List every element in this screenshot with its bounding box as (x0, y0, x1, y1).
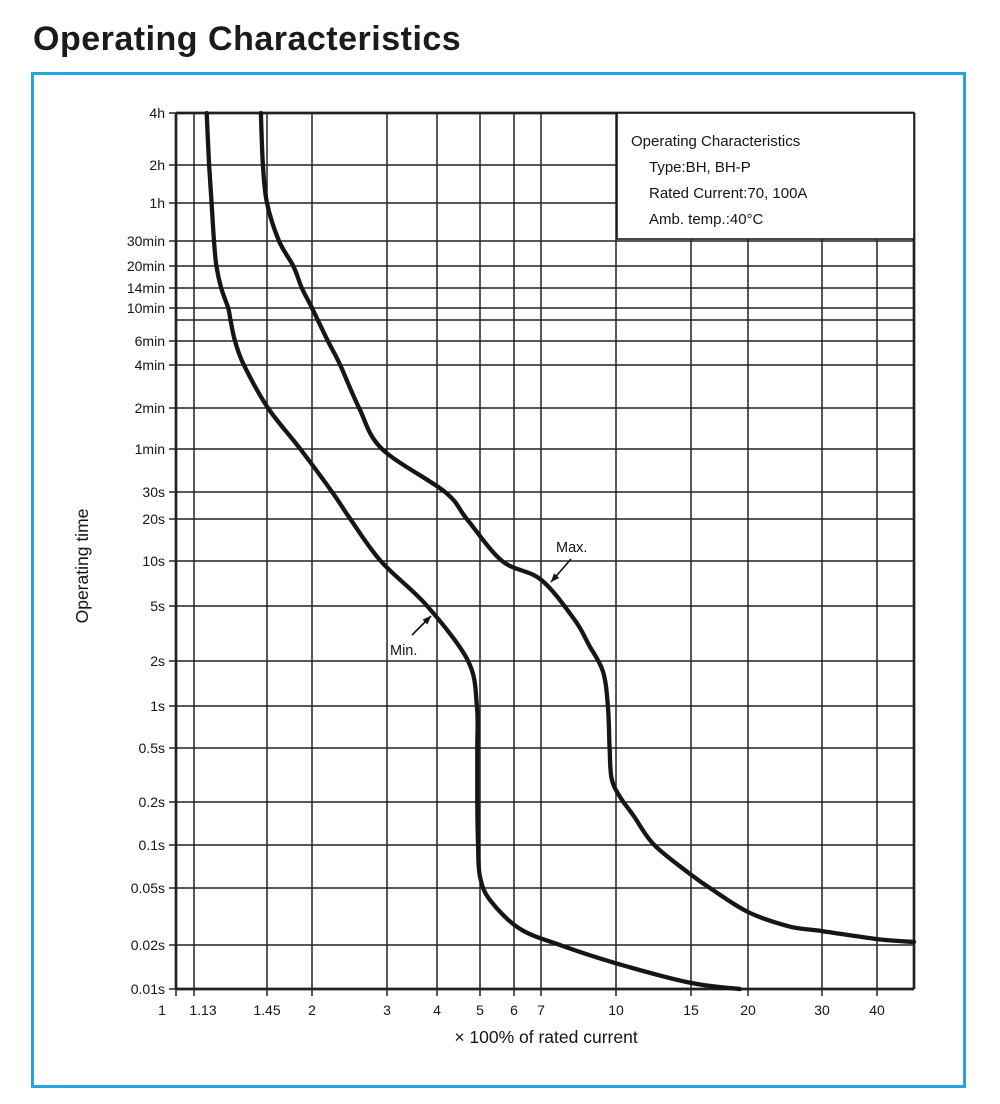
y-tick-label: 4h (149, 105, 165, 121)
y-tick-label: 2h (149, 157, 165, 173)
y-tick-label: 30min (127, 233, 165, 249)
y-tick-label: 30s (142, 484, 165, 500)
y-tick-label: 1min (135, 441, 165, 457)
y-axis-title: Operating time (72, 509, 92, 624)
y-tick-label: 14min (127, 280, 165, 296)
x-tick-label: 3 (383, 1002, 391, 1018)
page-title: Operating Characteristics (33, 20, 462, 58)
legend-line-type: Type:BH, BH-P (649, 159, 751, 176)
legend-box (616, 112, 915, 240)
y-tick-label: 1h (149, 195, 165, 211)
x-tick-label: 15 (683, 1002, 699, 1018)
max-arrow (550, 558, 572, 583)
y-tick-label: 0.02s (131, 937, 165, 953)
x-tick-label: 30 (814, 1002, 830, 1018)
x-axis-title: × 100% of rated current (454, 1027, 638, 1047)
y-tick-label: 10min (127, 300, 165, 316)
y-tick-label: 0.1s (139, 837, 165, 853)
x-tick-label: 40 (869, 1002, 885, 1018)
legend-line-rated-current: Rated Current:70, 100A (649, 185, 807, 202)
legend-line-ambient-temp: Amb. temp.:40°C (649, 211, 764, 228)
legend: Operating Characteristics Type:BH, BH-P … (616, 112, 915, 240)
x-tick-label: 7 (537, 1002, 545, 1018)
y-tick-label: 2min (135, 400, 165, 416)
y-tick-label: 1s (150, 698, 165, 714)
curve-layer (204, 110, 917, 992)
x-tick-label: 2 (308, 1002, 316, 1018)
grid-layer: 1 1.13 1.45 2 3 4 5 6 7 10 15 20 30 40 4h 2h 1h 30min 20mi… (127, 105, 916, 1018)
x-tick-label: 20 (740, 1002, 756, 1018)
y-tick-label: 0.5s (139, 740, 165, 756)
x-tick-label: 5 (476, 1002, 484, 1018)
min-trip-curve (204, 110, 743, 992)
y-tick-label: 4min (135, 357, 165, 373)
y-tick-label: 6min (135, 333, 165, 349)
min-curve-label: Min. (390, 643, 417, 659)
y-tick-label: 20min (127, 258, 165, 274)
y-tick-label: 20s (142, 511, 165, 527)
y-tick-label: 2s (150, 653, 165, 669)
chart-frame-border (31, 72, 966, 1088)
max-curve-label: Max. (556, 540, 587, 556)
x-tick-label: 10 (608, 1002, 624, 1018)
x-tick-label: 1 (158, 1002, 166, 1018)
min-arrow (411, 615, 432, 636)
y-tick-label: 5s (150, 598, 165, 614)
x-tick-label: 1.45 (253, 1002, 280, 1018)
x-tick-label: 1.13 (189, 1002, 216, 1018)
x-tick-label: 4 (433, 1002, 441, 1018)
y-tick-label: 0.2s (139, 794, 165, 810)
y-tick-label: 0.01s (131, 981, 165, 997)
annotations: Max. Min. (390, 540, 587, 659)
x-tick-label: 6 (510, 1002, 518, 1018)
max-trip-curve (258, 110, 917, 945)
y-tick-label: 10s (142, 553, 165, 569)
legend-title: Operating Characteristics (631, 133, 800, 150)
y-tick-label: 0.05s (131, 880, 165, 896)
